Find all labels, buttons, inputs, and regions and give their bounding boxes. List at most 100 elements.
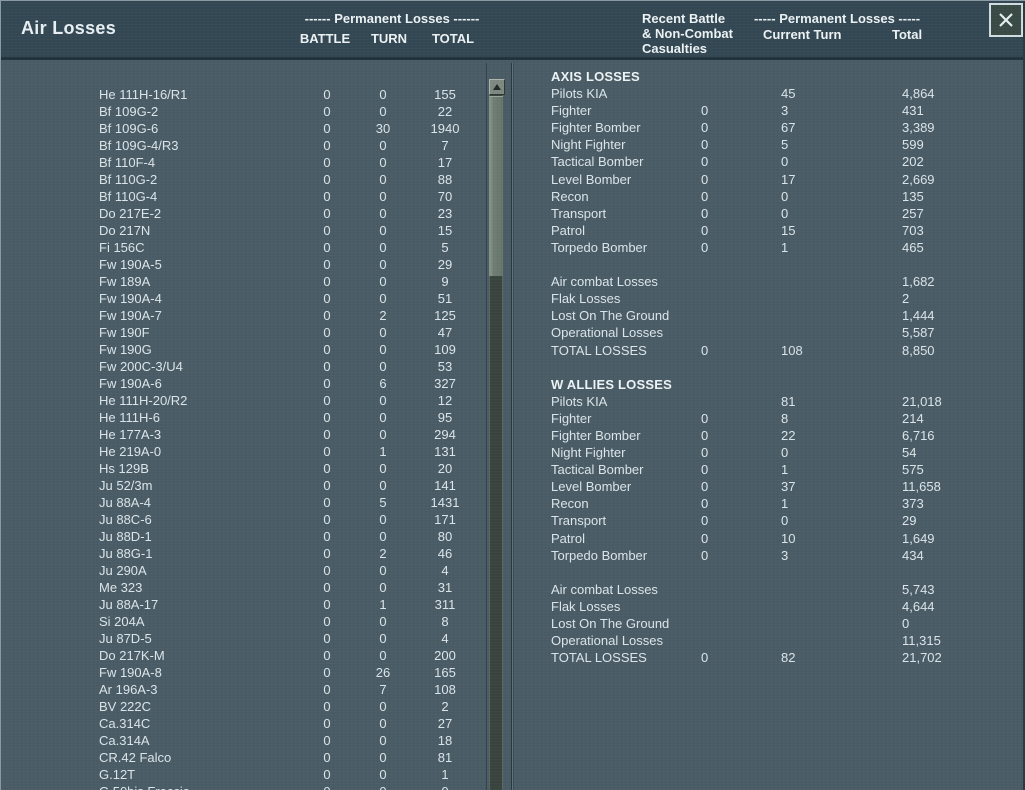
loss-row: Operational Losses 5,587	[514, 325, 1024, 342]
turn-value: 0	[379, 614, 387, 629]
loss-label: Pilots KIA	[551, 393, 608, 409]
loss-label: Fighter Bomber	[551, 427, 641, 443]
aircraft-name: Bf 109G-6	[99, 121, 159, 136]
total-value: 5,587	[902, 325, 935, 341]
aircraft-row: BV 222C 0 0 2	[1, 699, 487, 716]
battle-value: 0	[323, 733, 331, 748]
loss-label: Transport	[551, 205, 607, 221]
loss-row: Level Bomber 0 37 11,658	[514, 479, 1024, 496]
turn-value: 0	[379, 478, 387, 493]
loss-row: Pilots KIA 81 21,018	[514, 394, 1024, 411]
aircraft-name: He 177A-3	[99, 427, 162, 442]
aircraft-row: Fw 190A-8 0 26 165	[1, 665, 487, 682]
recent-casualties-line3: Casualties	[642, 41, 708, 56]
turn-value: 0	[379, 410, 387, 425]
aircraft-row: CR.42 Falco 0 0 81	[1, 750, 487, 767]
total-value: 155	[434, 87, 456, 102]
turn-value: 7	[379, 682, 387, 697]
battle-value: 0	[323, 87, 331, 102]
total-value: 703	[902, 222, 924, 238]
recent-battle-value: 0	[701, 342, 709, 358]
recent-battle-value: 0	[701, 120, 709, 136]
aircraft-name: Do 217E-2	[99, 206, 162, 221]
aircraft-row: Ju 88D-1 0 0 80	[1, 529, 487, 546]
current-turn-value: 17	[781, 171, 796, 187]
battle-value: 0	[323, 648, 331, 663]
aircraft-row: Fw 190A-5 0 0 29	[1, 257, 487, 274]
total-value: 1431	[430, 495, 460, 510]
battle-value: 0	[323, 257, 331, 272]
loss-row: Air combat Losses 5,743	[514, 582, 1024, 599]
loss-row: Fighter 0 3 431	[514, 103, 1024, 120]
loss-row: TOTAL LOSSES 0 108 8,850	[514, 343, 1024, 360]
total-value: 11,658	[902, 479, 941, 495]
total-value: 6,716	[902, 427, 935, 443]
close-button[interactable]	[989, 3, 1023, 37]
current-turn-value: 10	[781, 530, 796, 546]
aircraft-row: Ju 87D-5 0 0 4	[1, 631, 487, 648]
current-turn-value: 3	[781, 547, 789, 563]
total-value: 22	[437, 104, 453, 119]
total-value: 125	[434, 308, 456, 323]
current-turn-value: 1	[781, 462, 789, 478]
recent-battle-value: 0	[701, 154, 709, 170]
loss-row: Pilots KIA 45 4,864	[514, 86, 1024, 103]
turn-value: 0	[379, 206, 387, 221]
loss-label: Transport	[551, 513, 607, 529]
aircraft-row: Fw 190A-6 0 6 327	[1, 376, 487, 393]
total-value: 1,649	[902, 530, 935, 546]
current-turn-value: 45	[781, 86, 796, 102]
recent-battle-value: 0	[701, 188, 709, 204]
aircraft-row: He 111H-16/R1 0 0 155	[1, 87, 487, 104]
total-value: 5,743	[902, 581, 935, 597]
turn-value: 0	[379, 716, 387, 731]
total-value: 29	[437, 257, 453, 272]
current-turn-value: 67	[781, 120, 796, 136]
aircraft-name: Fw 189A	[99, 274, 151, 289]
recent-battle-value: 0	[701, 530, 709, 546]
aircraft-row: Ju 88A-17 0 1 311	[1, 597, 487, 614]
total-value: 47	[437, 325, 453, 340]
total-value: 20	[437, 461, 453, 476]
aircraft-name: Ca.314C	[99, 716, 151, 731]
loss-row: Tactical Bomber 0 0 202	[514, 154, 1024, 171]
loss-summary-panel: AXIS LOSSES Pilots KIA 45 4,864 Fighter 0 3 431…	[514, 69, 1024, 790]
current-turn-value: 0	[781, 154, 789, 170]
aircraft-row: Si 204A 0 0 8	[1, 614, 487, 631]
aircraft-name: Bf 109G-4/R3	[99, 138, 179, 153]
window-right-edge	[1023, 1, 1025, 790]
aircraft-name: Bf 110G-2	[99, 172, 158, 187]
turn-value: 0	[379, 580, 387, 595]
turn-value: 0	[379, 87, 387, 102]
aircraft-name: Ju 88C-6	[99, 512, 152, 527]
aircraft-row: Bf 109G-4/R3 0 0 7	[1, 138, 487, 155]
recent-casualties-header: Recent Battle & Non-Combat Casualties	[642, 11, 772, 56]
total-value: 15	[437, 223, 453, 238]
turn-value: 0	[379, 699, 387, 714]
aircraft-row: Ju 88C-6 0 0 171	[1, 512, 487, 529]
scrollbar-thumb[interactable]	[489, 96, 503, 276]
total-value: 18	[437, 733, 453, 748]
battle-value: 0	[323, 767, 331, 782]
aircraft-name: Me 323	[99, 580, 143, 595]
turn-value: 26	[375, 665, 391, 680]
total-value: 1	[441, 767, 449, 782]
loss-label: Lost On The Ground	[551, 616, 670, 631]
total-value: 12	[437, 393, 453, 408]
loss-label: Level Bomber	[551, 171, 632, 187]
loss-row: Lost On The Ground 0	[514, 616, 1024, 633]
battle-value: 0	[323, 461, 331, 476]
turn-value: 6	[379, 376, 387, 391]
loss-row: Operational Losses 11,315	[514, 633, 1024, 650]
total-value: 53	[437, 359, 453, 374]
column-header-total: TOTAL	[431, 31, 475, 46]
loss-row	[514, 257, 1024, 274]
current-turn-value: 3	[781, 103, 789, 119]
total-value: 373	[902, 496, 924, 512]
scrollbar-up-button[interactable]	[489, 79, 505, 95]
loss-label: Fighter Bomber	[551, 120, 641, 136]
battle-value: 0	[323, 189, 331, 204]
aircraft-row: Ca.314A 0 0 18	[1, 733, 487, 750]
aircraft-name: Bf 110G-4	[99, 189, 158, 204]
total-value: 141	[434, 478, 456, 493]
